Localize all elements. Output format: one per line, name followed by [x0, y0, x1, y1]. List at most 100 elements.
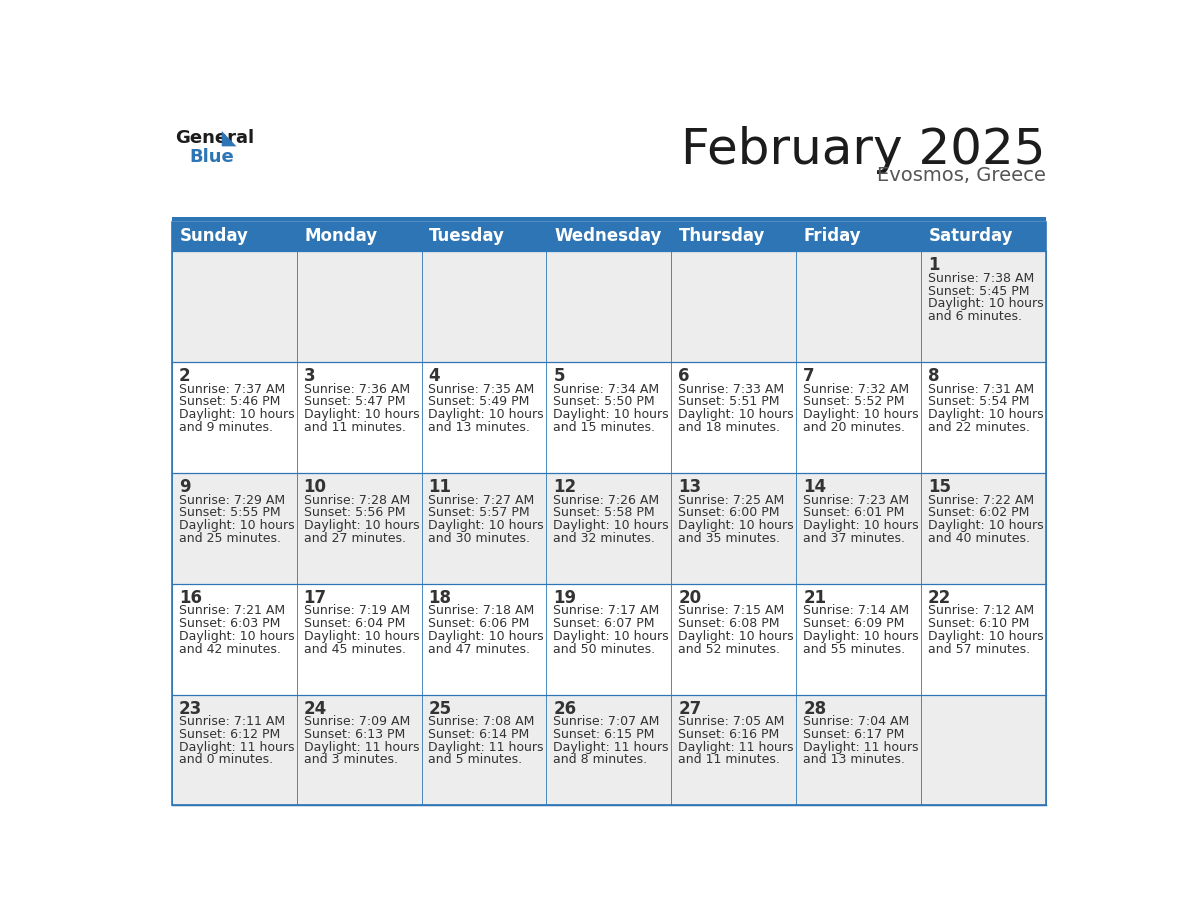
Bar: [422, 362, 546, 473]
Bar: [297, 362, 422, 473]
Text: and 57 minutes.: and 57 minutes.: [928, 643, 1030, 655]
Bar: [172, 222, 297, 251]
Text: and 6 minutes.: and 6 minutes.: [928, 310, 1022, 323]
Bar: [671, 584, 796, 695]
Text: Daylight: 10 hours: Daylight: 10 hours: [803, 409, 918, 421]
Text: Sunset: 5:54 PM: Sunset: 5:54 PM: [928, 396, 1030, 409]
Text: 17: 17: [304, 589, 327, 607]
Text: Wednesday: Wednesday: [554, 228, 662, 245]
Text: Sunrise: 7:07 AM: Sunrise: 7:07 AM: [554, 715, 659, 728]
Bar: [297, 584, 422, 695]
Text: 1: 1: [928, 256, 940, 274]
Text: 26: 26: [554, 700, 576, 718]
Text: Sunrise: 7:29 AM: Sunrise: 7:29 AM: [178, 494, 285, 507]
Text: Daylight: 10 hours: Daylight: 10 hours: [178, 519, 295, 532]
Text: Daylight: 11 hours: Daylight: 11 hours: [304, 741, 419, 754]
Text: Sunset: 5:58 PM: Sunset: 5:58 PM: [554, 507, 655, 520]
Text: Sunrise: 7:22 AM: Sunrise: 7:22 AM: [928, 494, 1035, 507]
Text: Daylight: 11 hours: Daylight: 11 hours: [803, 741, 918, 754]
Text: Daylight: 10 hours: Daylight: 10 hours: [928, 297, 1044, 310]
Text: and 50 minutes.: and 50 minutes.: [554, 643, 656, 655]
Text: Sunrise: 7:23 AM: Sunrise: 7:23 AM: [803, 494, 909, 507]
Text: Sunset: 6:12 PM: Sunset: 6:12 PM: [178, 728, 280, 741]
Text: Sunset: 6:00 PM: Sunset: 6:00 PM: [678, 507, 779, 520]
Text: Sunset: 6:04 PM: Sunset: 6:04 PM: [304, 617, 405, 630]
Text: Daylight: 10 hours: Daylight: 10 hours: [304, 519, 419, 532]
Bar: [546, 473, 671, 584]
Text: 27: 27: [678, 700, 702, 718]
Text: and 3 minutes.: and 3 minutes.: [304, 754, 398, 767]
Bar: [671, 251, 796, 362]
Text: 18: 18: [429, 589, 451, 607]
Text: 24: 24: [304, 700, 327, 718]
Text: 12: 12: [554, 478, 576, 497]
Text: 9: 9: [178, 478, 190, 497]
Bar: [921, 695, 1045, 805]
Text: and 0 minutes.: and 0 minutes.: [178, 754, 273, 767]
Text: Daylight: 10 hours: Daylight: 10 hours: [178, 630, 295, 643]
Text: and 13 minutes.: and 13 minutes.: [803, 754, 905, 767]
Bar: [671, 362, 796, 473]
Text: Daylight: 10 hours: Daylight: 10 hours: [928, 519, 1044, 532]
Text: Sunrise: 7:33 AM: Sunrise: 7:33 AM: [678, 383, 784, 396]
Bar: [921, 473, 1045, 584]
Text: and 35 minutes.: and 35 minutes.: [678, 532, 781, 544]
Text: Daylight: 10 hours: Daylight: 10 hours: [178, 409, 295, 421]
Text: 13: 13: [678, 478, 701, 497]
Text: and 37 minutes.: and 37 minutes.: [803, 532, 905, 544]
Bar: [671, 695, 796, 805]
Text: Daylight: 10 hours: Daylight: 10 hours: [678, 630, 794, 643]
Text: Sunset: 5:46 PM: Sunset: 5:46 PM: [178, 396, 280, 409]
Bar: [796, 222, 921, 251]
Bar: [297, 251, 422, 362]
Text: Sunday: Sunday: [179, 228, 248, 245]
Text: Daylight: 10 hours: Daylight: 10 hours: [678, 409, 794, 421]
Text: Sunset: 5:52 PM: Sunset: 5:52 PM: [803, 396, 904, 409]
Text: 21: 21: [803, 589, 827, 607]
Text: Sunset: 6:02 PM: Sunset: 6:02 PM: [928, 507, 1030, 520]
Polygon shape: [222, 131, 236, 146]
Text: 15: 15: [928, 478, 952, 497]
Text: Sunrise: 7:37 AM: Sunrise: 7:37 AM: [178, 383, 285, 396]
Text: Monday: Monday: [304, 228, 378, 245]
Text: Friday: Friday: [804, 228, 861, 245]
Text: 3: 3: [304, 367, 315, 386]
Text: 10: 10: [304, 478, 327, 497]
Text: and 11 minutes.: and 11 minutes.: [678, 754, 781, 767]
Text: Sunrise: 7:08 AM: Sunrise: 7:08 AM: [429, 715, 535, 728]
Text: and 47 minutes.: and 47 minutes.: [429, 643, 531, 655]
Text: Sunrise: 7:32 AM: Sunrise: 7:32 AM: [803, 383, 909, 396]
Text: General: General: [176, 129, 254, 148]
Text: Daylight: 10 hours: Daylight: 10 hours: [554, 409, 669, 421]
Text: and 25 minutes.: and 25 minutes.: [178, 532, 280, 544]
Text: Daylight: 10 hours: Daylight: 10 hours: [928, 409, 1044, 421]
Bar: [796, 695, 921, 805]
Bar: [422, 251, 546, 362]
Text: Daylight: 10 hours: Daylight: 10 hours: [678, 519, 794, 532]
Text: and 9 minutes.: and 9 minutes.: [178, 420, 273, 434]
Bar: [172, 584, 297, 695]
Text: 8: 8: [928, 367, 940, 386]
Text: Sunset: 5:57 PM: Sunset: 5:57 PM: [429, 507, 530, 520]
Text: Daylight: 11 hours: Daylight: 11 hours: [178, 741, 295, 754]
Text: 22: 22: [928, 589, 952, 607]
Text: Sunset: 6:07 PM: Sunset: 6:07 PM: [554, 617, 655, 630]
Text: and 27 minutes.: and 27 minutes.: [304, 532, 405, 544]
Text: Sunset: 5:47 PM: Sunset: 5:47 PM: [304, 396, 405, 409]
Bar: [921, 222, 1045, 251]
Text: 6: 6: [678, 367, 690, 386]
Text: Daylight: 10 hours: Daylight: 10 hours: [928, 630, 1044, 643]
Text: Sunset: 6:16 PM: Sunset: 6:16 PM: [678, 728, 779, 741]
Text: Sunrise: 7:34 AM: Sunrise: 7:34 AM: [554, 383, 659, 396]
Bar: [921, 584, 1045, 695]
Bar: [297, 695, 422, 805]
Text: Daylight: 11 hours: Daylight: 11 hours: [429, 741, 544, 754]
Text: Evosmos, Greece: Evosmos, Greece: [877, 165, 1045, 185]
Text: Sunset: 5:45 PM: Sunset: 5:45 PM: [928, 285, 1030, 297]
Text: and 20 minutes.: and 20 minutes.: [803, 420, 905, 434]
Text: Sunrise: 7:31 AM: Sunrise: 7:31 AM: [928, 383, 1035, 396]
Bar: [671, 473, 796, 584]
Text: and 22 minutes.: and 22 minutes.: [928, 420, 1030, 434]
Text: 19: 19: [554, 589, 576, 607]
Text: Daylight: 10 hours: Daylight: 10 hours: [554, 630, 669, 643]
